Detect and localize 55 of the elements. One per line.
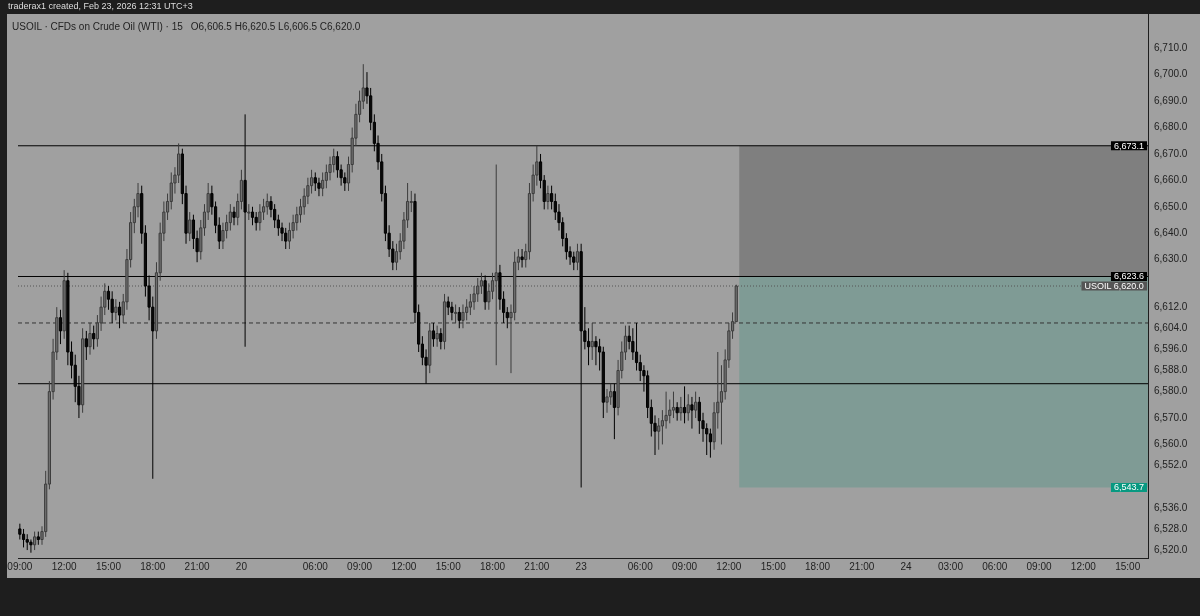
ref-line-label: 6,673.1 <box>1113 140 1144 151</box>
y-tick-label: 6,710.0 <box>1154 42 1188 54</box>
x-tick-label: 18:00 <box>140 560 166 572</box>
y-tick-label: 6,580.0 <box>1154 385 1188 397</box>
y-tick-label: 6,650.0 <box>1154 200 1188 212</box>
y-tick-label: 6,630.0 <box>1154 253 1188 265</box>
y-tick-label: 6,560.0 <box>1154 438 1188 450</box>
x-tick-label: 15:00 <box>435 560 462 572</box>
y-tick-label: 6,570.0 <box>1154 411 1188 423</box>
y-tick-label: 6,660.0 <box>1154 174 1188 186</box>
y-tick-label: 6,596.0 <box>1154 343 1188 355</box>
x-tick-label: 12:00 <box>1070 560 1097 572</box>
x-tick-label: 06:00 <box>627 560 654 572</box>
candlestick <box>690 396 694 430</box>
x-tick-label: 03:00 <box>937 560 964 572</box>
ref-line-label: USOIL 6,620.0 <box>1084 280 1144 291</box>
y-tick-label: 6,604.0 <box>1154 322 1188 333</box>
y-tick-label: 6,536.0 <box>1154 501 1188 513</box>
x-tick-label: 23 <box>575 560 588 572</box>
y-tick-label: 6,670.0 <box>1154 147 1188 159</box>
text: O6,606.5 H6,620.5 L6,606.5 C6,620.0 <box>190 21 361 32</box>
band-label: 6,543.7 <box>1113 482 1144 493</box>
x-tick-label: 12:00 <box>391 560 417 572</box>
y-tick-label: 6,612.0 <box>1154 300 1188 312</box>
x-tick-label: 12:00 <box>51 560 78 572</box>
y-tick-label: 6,552.0 <box>1154 459 1188 471</box>
x-tick-label: 18:00 <box>480 560 506 572</box>
ref-line-label: 6,623.6 <box>1113 271 1144 282</box>
x-tick-label: 09:00 <box>1026 560 1053 572</box>
x-tick-label: 21:00 <box>184 560 211 572</box>
text: USOIL · CFDs on Crude Oil (WTI) · 15 <box>12 21 183 32</box>
candlestick <box>546 185 550 210</box>
y-tick-label: 6,690.0 <box>1154 94 1188 106</box>
x-tick-label: 24 <box>900 560 913 572</box>
x-tick-label: 20 <box>235 560 248 572</box>
x-tick-label: 21:00 <box>524 560 550 572</box>
y-tick-label: 6,640.0 <box>1154 226 1188 238</box>
y-tick-label: 6,588.0 <box>1154 364 1188 376</box>
x-tick-label: 15:00 <box>95 560 122 572</box>
x-tick-label: 18:00 <box>804 560 831 572</box>
x-tick-label: 09:00 <box>347 560 373 572</box>
y-tick-label: 6,680.0 <box>1154 121 1188 133</box>
x-tick-label: 15:00 <box>760 560 787 572</box>
y-tick-label: 6,520.0 <box>1154 543 1188 555</box>
x-tick-label: 12:00 <box>716 560 742 572</box>
x-tick-label: 09:00 <box>672 560 698 572</box>
x-tick-label: 06:00 <box>302 560 329 572</box>
x-tick-label: 15:00 <box>1115 560 1141 572</box>
y-tick-label: 6,700.0 <box>1154 68 1188 80</box>
x-tick-label: 09:00 <box>7 560 33 572</box>
y-tick-label: 6,528.0 <box>1154 522 1188 534</box>
text: traderax1 created, Feb 23, 2026 12:31 UTC+3 <box>8 1 193 11</box>
candlestick <box>605 388 609 414</box>
x-tick-label: 21:00 <box>849 560 875 572</box>
x-tick-label: 06:00 <box>982 560 1008 572</box>
